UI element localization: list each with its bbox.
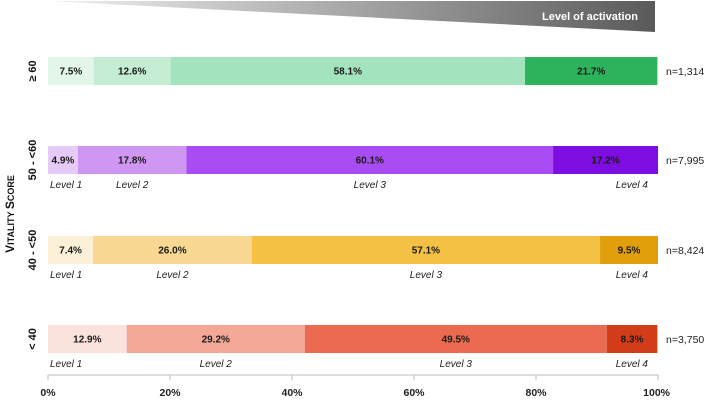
bar-segment — [304, 325, 607, 353]
segment-value-label: 17.2% — [591, 156, 619, 167]
segment-value-label: 57.1% — [412, 246, 440, 257]
segment-value-label: 4.9% — [52, 156, 75, 167]
x-tick-label: 100% — [643, 387, 671, 399]
bar-row: 4.9% Level 1 17.8% Level 2 60.1% Level 3 17.2%… — [27, 140, 704, 191]
level-label: Level 1 — [50, 359, 82, 370]
category-label: 40 - <50 — [27, 230, 39, 271]
segment-value-label: 7.5% — [59, 67, 82, 78]
level-label: Level 3 — [440, 359, 473, 370]
sample-size-label: n=8,424 — [666, 245, 704, 257]
bar-row: 7.5% 12.6% 58.1% 21.7% n=1,314 ≥ 60 — [27, 57, 704, 85]
segment-value-label: 58.1% — [334, 67, 362, 78]
bar-segment — [48, 57, 94, 85]
segment-value-label: 29.2% — [202, 335, 230, 346]
segment-value-label: 49.5% — [442, 335, 470, 346]
category-label: 50 - <60 — [27, 140, 39, 181]
category-label: < 40 — [27, 328, 39, 350]
bar-segment — [606, 325, 658, 353]
activation-gradient-wedge — [48, 1, 655, 32]
sample-size-label: n=1,314 — [666, 66, 704, 78]
bar-segment — [170, 57, 526, 85]
segment-value-label: 12.6% — [118, 67, 146, 78]
activation-label: Level of activation — [542, 11, 638, 23]
segment-value-label: 9.5% — [618, 246, 641, 257]
level-label: Level 3 — [354, 180, 387, 191]
bar-segment — [126, 325, 305, 353]
x-tick-label: 40% — [281, 387, 303, 399]
bar-segment — [251, 236, 601, 264]
bar-segment — [525, 57, 658, 85]
bar-segment — [93, 57, 171, 85]
bar-segment — [553, 146, 658, 174]
bar-segment — [48, 146, 78, 174]
bar-row: 7.4% Level 1 26.0% Level 2 57.1% Level 3 9.5% L… — [27, 230, 704, 281]
level-label: Level 1 — [50, 270, 82, 281]
segment-value-label: 17.8% — [118, 156, 146, 167]
level-label: Level 2 — [156, 270, 189, 281]
segment-value-label: 26.0% — [158, 246, 186, 257]
bar-segment — [77, 146, 187, 174]
segment-value-label: 7.4% — [59, 246, 82, 257]
level-label: Level 3 — [410, 270, 443, 281]
sample-size-label: n=7,995 — [666, 155, 704, 167]
level-label: Level 2 — [116, 180, 149, 191]
bar-segment — [186, 146, 554, 174]
bar-row: 12.9% Level 1 29.2% Level 2 49.5% Level 3 8.3%… — [27, 325, 704, 370]
x-tick-label: 20% — [159, 387, 181, 399]
level-label: Level 1 — [50, 180, 82, 191]
segment-value-label: 8.3% — [621, 335, 644, 346]
level-label: Level 4 — [616, 359, 649, 370]
x-tick-label: 0% — [40, 387, 56, 399]
bar-segment — [600, 236, 658, 264]
x-tick-label: 80% — [525, 387, 547, 399]
segment-value-label: 60.1% — [356, 156, 384, 167]
y-axis-title: VITALITY SCORE — [3, 175, 17, 253]
bar-segment — [93, 236, 252, 264]
level-label: Level 4 — [616, 180, 649, 191]
x-tick-label: 60% — [403, 387, 425, 399]
category-label: ≥ 60 — [27, 60, 39, 81]
segment-value-label: 21.7% — [577, 67, 605, 78]
level-label: Level 2 — [200, 359, 233, 370]
level-label: Level 4 — [616, 270, 649, 281]
bar-segment — [48, 325, 127, 353]
sample-size-label: n=3,750 — [666, 334, 704, 346]
bar-segment — [48, 236, 94, 264]
segment-value-label: 12.9% — [73, 335, 101, 346]
